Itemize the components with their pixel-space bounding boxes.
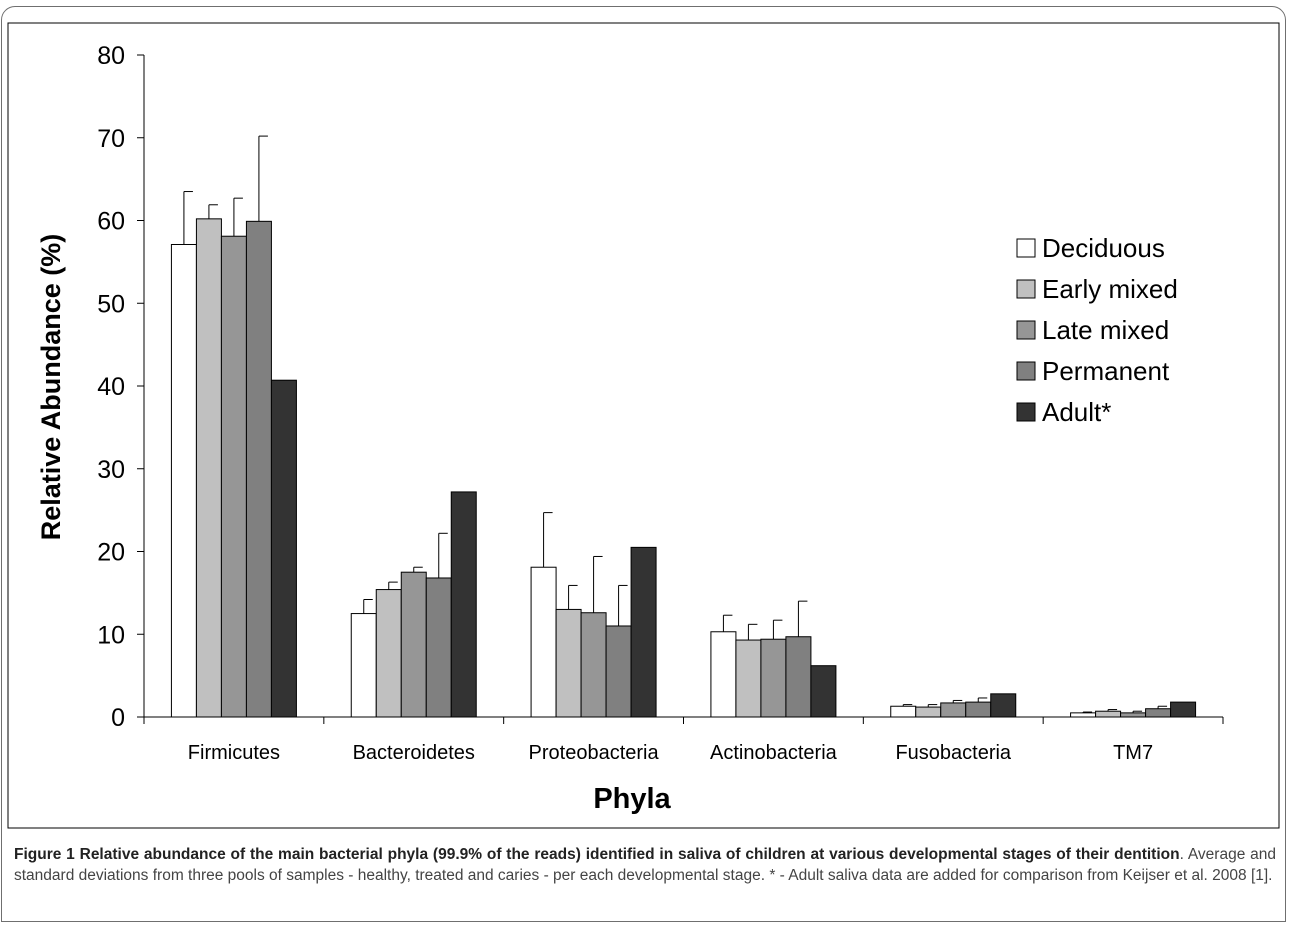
x-tick-label: Firmicutes [188,742,280,764]
bar [916,707,941,717]
bar [891,706,916,717]
bar [1171,702,1196,717]
bar [401,572,426,717]
bar [556,609,581,717]
bar [171,244,196,717]
legend-swatch [1017,239,1035,257]
bar [581,613,606,717]
bar [1096,711,1121,717]
y-tick-label: 80 [97,42,125,70]
y-tick-label: 20 [97,539,125,567]
x-tick-label: Proteobacteria [529,742,660,764]
bar [1121,713,1146,717]
bar [376,590,401,717]
y-axis-title: Relative Abundance (%) [36,234,66,541]
bar [351,614,376,717]
y-tick-label: 60 [97,208,125,236]
y-tick-label: 70 [97,125,125,153]
bar [246,221,271,717]
legend-label: Adult* [1042,397,1111,427]
bar [1146,709,1171,717]
bar [196,219,221,717]
x-tick-label: Bacteroidetes [353,742,475,764]
bar [451,492,476,717]
bar [221,236,246,717]
bar [991,694,1016,717]
legend: Deciduous Early mixed Late mixed Permanent A… [1017,233,1178,427]
legend-swatch [1017,280,1035,298]
y-tick-label: 10 [97,621,125,649]
bar [1071,713,1096,717]
bar [761,639,786,717]
caption-title: Figure 1 Relative abundance of the main … [14,846,1180,863]
y-tick-label: 0 [111,704,125,732]
x-tick-label: TM7 [1113,742,1153,764]
legend-swatch [1017,362,1035,380]
legend-swatch [1017,321,1035,339]
y-tick-label: 50 [97,290,125,318]
bar [966,702,991,717]
bar [271,380,296,717]
bar [531,567,556,717]
legend-label: Early mixed [1042,274,1178,304]
bar-chart: 0 10 20 30 40 50 60 70 80 Firmicutes Bacteroidetes… [0,0,1290,840]
legend-label: Permanent [1042,356,1170,386]
x-axis-title: Phyla [593,783,671,815]
y-tick-label: 30 [97,456,125,484]
x-tick-label: Actinobacteria [710,742,838,764]
bar [941,703,966,717]
figure-caption: Figure 1 Relative abundance of the main … [14,844,1276,886]
legend-label: Late mixed [1042,315,1169,345]
legend-label: Deciduous [1042,233,1165,263]
bar [736,640,761,717]
bar [786,637,811,717]
x-tick-label: Fusobacteria [895,742,1011,764]
bar [631,547,656,717]
legend-swatch [1017,403,1035,421]
bar [426,578,451,717]
bar [811,666,836,717]
bar [606,626,631,717]
bar [711,632,736,717]
y-tick-label: 40 [97,373,125,401]
